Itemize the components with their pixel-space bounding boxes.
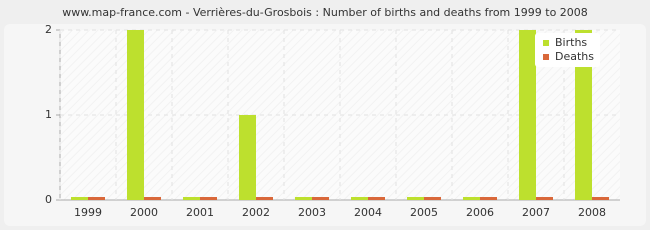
bar [463,197,480,200]
chart-title: www.map-france.com - Verrières-du-Grosbo… [62,6,588,19]
bar [480,197,497,200]
bar [592,197,609,200]
bar [200,197,217,200]
bar [575,30,592,200]
bar [312,197,329,200]
x-tick-label: 2008 [578,206,606,219]
x-tick-label: 2006 [466,206,494,219]
bar [407,197,424,200]
bar [536,197,553,200]
bar [519,30,536,200]
bar [127,30,144,200]
y-tick-label: 1 [45,108,52,121]
y-tick-label: 2 [45,23,52,36]
bar [256,197,273,200]
legend-label: Deaths [555,50,594,63]
legend-label: Births [555,36,587,49]
x-tick-label: 2004 [354,206,382,219]
bar [295,197,312,200]
bar [88,197,105,200]
x-tick-label: 2003 [298,206,326,219]
x-tick-label: 1999 [74,206,102,219]
chart: www.map-france.com - Verrières-du-Grosbo… [0,0,650,230]
bar [424,197,441,200]
bar [368,197,385,200]
x-tick-label: 2001 [186,206,214,219]
legend-swatch [543,40,549,46]
legend-box [535,33,600,67]
x-tick-label: 2005 [410,206,438,219]
x-tick-label: 2002 [242,206,270,219]
bar [351,197,368,200]
y-tick-label: 0 [45,193,52,206]
bar [144,197,161,200]
bar [71,197,88,200]
bar [239,115,256,200]
bar [183,197,200,200]
x-tick-label: 2000 [130,206,158,219]
x-tick-label: 2007 [522,206,550,219]
legend-swatch [543,54,549,60]
